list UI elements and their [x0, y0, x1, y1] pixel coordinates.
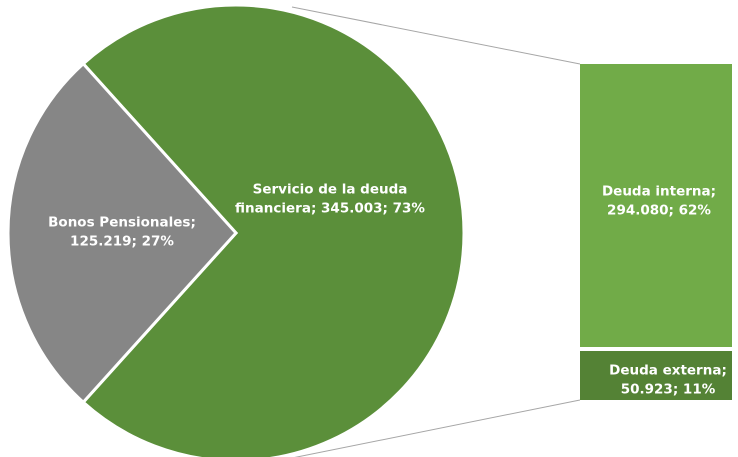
bar-segment-deuda-interna — [580, 64, 732, 347]
data-label-bonos-pensionales-line: 125.219; 27% — [70, 234, 174, 250]
connector-line-top — [291, 6, 581, 65]
data-label-servicio-deuda: Servicio de la deuda financiera; 345.003;… — [235, 182, 425, 217]
data-label-bonos-pensionales-line: Bonos Pensionales; — [48, 215, 196, 231]
bar-segment-deuda-externa — [580, 350, 732, 400]
pie-group — [6, 3, 466, 457]
data-label-deuda-interna-line: Deuda interna; — [602, 184, 716, 200]
pie-slice-servicio-deuda — [81, 3, 466, 457]
data-label-bonos-pensionales: Bonos Pensionales; 125.219; 27% — [48, 215, 196, 250]
data-label-deuda-externa-line: 50.923; 11% — [621, 382, 716, 398]
pie-slice-bonos-pensionales — [6, 61, 239, 405]
data-label-deuda-externa: Deuda externa; 50.923; 11% — [609, 363, 727, 398]
data-label-deuda-interna-line: 294.080; 62% — [607, 203, 711, 219]
data-label-servicio-deuda-line: Servicio de la deuda — [253, 182, 408, 198]
connector-line-bottom — [294, 399, 581, 457]
data-label-servicio-deuda-line: financiera; 345.003; 73% — [235, 201, 425, 217]
data-labels: Servicio de la deuda financiera; 345.003;… — [48, 182, 727, 398]
data-label-deuda-interna: Deuda interna; 294.080; 62% — [602, 184, 716, 219]
data-label-deuda-externa-line: Deuda externa; — [609, 363, 727, 379]
connector-lines — [291, 6, 581, 457]
breakdown-bar-group — [580, 64, 732, 400]
